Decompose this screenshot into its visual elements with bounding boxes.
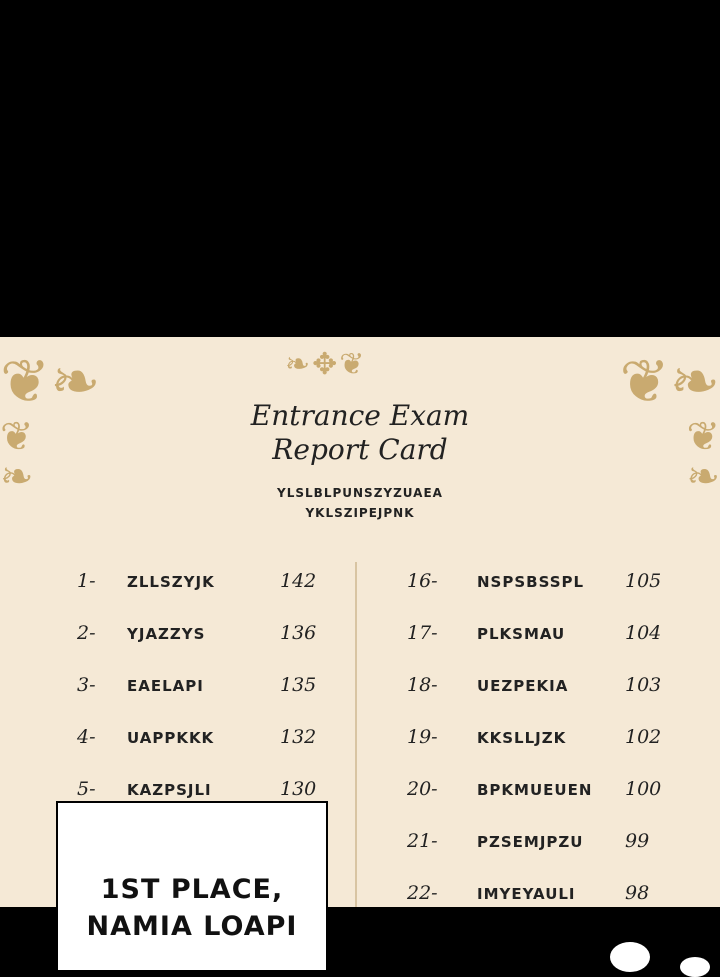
caption-line-1: 1ST PLACE, bbox=[100, 874, 284, 905]
row-score: 100 bbox=[625, 778, 662, 800]
ornament-top-right: ❦❧ bbox=[619, 347, 720, 417]
row-name: YJAZZYS bbox=[127, 625, 206, 643]
subtitle-line-2: YKLSZIPEJPNK bbox=[305, 506, 415, 520]
card-title: Entrance Exam Report Card bbox=[0, 399, 720, 467]
row-name: UAPPKKK bbox=[127, 729, 215, 747]
row-score: 135 bbox=[280, 674, 317, 696]
row-rank: 18- bbox=[407, 674, 438, 696]
subtitle-line-1: YLSLBLPUNSZYZUAEA bbox=[277, 486, 443, 500]
row-score: 102 bbox=[625, 726, 662, 748]
row-name: PLKSMAU bbox=[477, 625, 566, 643]
row-name: IMYEYAULI bbox=[477, 885, 576, 903]
row-rank: 16- bbox=[407, 570, 438, 592]
row-score: 99 bbox=[625, 830, 650, 852]
row-rank: 21- bbox=[407, 830, 438, 852]
score-row: 20- BPKMUEUEN 100 bbox=[407, 778, 707, 808]
row-rank: 2- bbox=[77, 622, 96, 644]
row-name: BPKMUEUEN bbox=[477, 781, 593, 799]
row-score: 132 bbox=[280, 726, 317, 748]
score-row: 3- EAELAPI 135 bbox=[77, 674, 377, 704]
score-row: 17- PLKSMAU 104 bbox=[407, 622, 707, 652]
row-score: 98 bbox=[625, 882, 650, 904]
score-row: 2- YJAZZYS 136 bbox=[77, 622, 377, 652]
sparkle bbox=[610, 942, 650, 972]
row-rank: 17- bbox=[407, 622, 438, 644]
row-score: 142 bbox=[280, 570, 317, 592]
score-row: 1- ZLLSZYJK 142 bbox=[77, 570, 377, 600]
caption-box: 1ST PLACE, NAMIA LOAPI bbox=[56, 801, 328, 972]
score-row: 4- UAPPKKK 132 bbox=[77, 726, 377, 756]
title-line-2: Report Card bbox=[272, 433, 448, 466]
row-name: EAELAPI bbox=[127, 677, 204, 695]
ornament-right-border: ❦ ❧ bbox=[686, 414, 720, 500]
row-rank: 22- bbox=[407, 882, 438, 904]
row-name: KAZPSJLI bbox=[127, 781, 212, 799]
ornament-top-left: ❦❧ bbox=[0, 347, 101, 417]
score-row: 5- KAZPSJLI 130 bbox=[77, 778, 377, 808]
row-score: 104 bbox=[625, 622, 662, 644]
row-name: KKSLLJZK bbox=[477, 729, 567, 747]
row-score: 130 bbox=[280, 778, 317, 800]
score-row: 21- PZSEMJPZU 99 bbox=[407, 830, 707, 860]
column-divider bbox=[355, 562, 357, 907]
score-row: 19- KKSLLJZK 102 bbox=[407, 726, 707, 756]
row-name: NSPSBSSPL bbox=[477, 573, 585, 591]
ornament-left-border: ❦ ❧ bbox=[0, 414, 34, 500]
row-rank: 4- bbox=[77, 726, 96, 748]
score-row: 22- IMYEYAULI 98 bbox=[407, 882, 707, 907]
row-rank: 3- bbox=[77, 674, 96, 696]
row-name: ZLLSZYJK bbox=[127, 573, 215, 591]
title-line-1: Entrance Exam bbox=[250, 399, 470, 432]
row-name: UEZPEKIA bbox=[477, 677, 569, 695]
row-rank: 5- bbox=[77, 778, 96, 800]
row-rank: 19- bbox=[407, 726, 438, 748]
row-score: 136 bbox=[280, 622, 317, 644]
score-row: 18- UEZPEKIA 103 bbox=[407, 674, 707, 704]
row-score: 105 bbox=[625, 570, 662, 592]
row-score: 103 bbox=[625, 674, 662, 696]
row-rank: 20- bbox=[407, 778, 438, 800]
ornament-top-center: ❧✥❦ bbox=[285, 347, 367, 382]
score-row: 16- NSPSBSSPL 105 bbox=[407, 570, 707, 600]
sparkle bbox=[680, 957, 710, 977]
card-subtitle: YLSLBLPUNSZYZUAEA YKLSZIPEJPNK bbox=[0, 483, 720, 523]
row-name: PZSEMJPZU bbox=[477, 833, 584, 851]
row-rank: 1- bbox=[77, 570, 96, 592]
caption-line-2: NAMIA LOAPI bbox=[86, 911, 298, 942]
